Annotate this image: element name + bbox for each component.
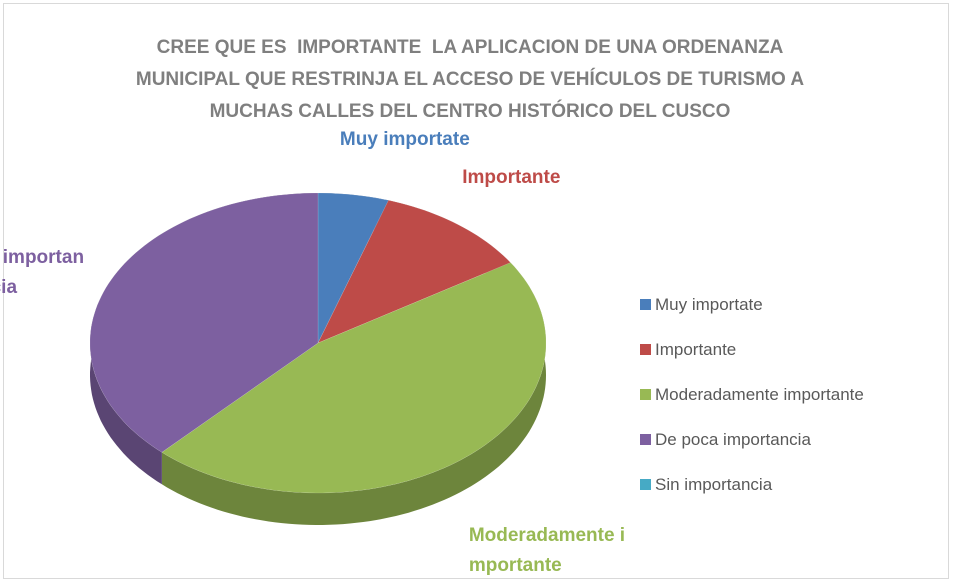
legend-label: Sin importancia	[655, 474, 773, 494]
slice	[317, 200, 511, 344]
legend-label: Muy importate	[655, 294, 763, 314]
legend-swatch	[640, 479, 651, 490]
legend-label: Importante	[655, 339, 737, 359]
data-label: Moderadamente importante	[468, 525, 626, 577]
legend-item: Moderadamente importante	[640, 372, 864, 417]
legend-label: De poca importancia	[655, 429, 811, 449]
legend-item: Importante	[640, 327, 864, 372]
slice	[161, 262, 547, 494]
data-label: Importante	[462, 166, 561, 188]
legend: Muy importate Importante Moderadamente imp…	[640, 282, 864, 507]
data-label: De poca importancia	[0, 247, 85, 299]
legend-swatch	[640, 344, 651, 355]
legend-label: Moderadamente importante	[655, 384, 864, 404]
slice	[89, 192, 319, 453]
legend-swatch	[640, 434, 651, 445]
legend-item: De poca importancia	[640, 417, 864, 462]
slice-side	[161, 262, 546, 525]
legend-item: Muy importate	[640, 282, 864, 327]
legend-swatch	[640, 389, 651, 400]
legend-item: Sin importancia	[640, 462, 864, 507]
chart-border	[3, 3, 949, 579]
data-label: Muy importate	[339, 129, 470, 151]
chart-title: CREE QUE ES IMPORTANTE LA APLICACION DE …	[135, 37, 810, 122]
slice	[317, 192, 389, 344]
legend-swatch	[640, 299, 651, 310]
